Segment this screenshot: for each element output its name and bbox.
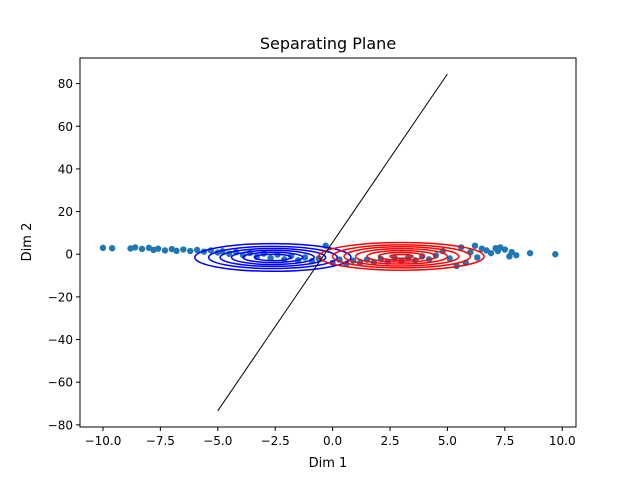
class_a-contour (207, 245, 338, 270)
data-point (161, 247, 169, 254)
chart-title: Separating Plane (260, 34, 396, 53)
class_a-contour (253, 253, 293, 262)
data-point (108, 245, 116, 252)
data-point (552, 251, 559, 258)
data-point (474, 254, 481, 261)
y-axis: −80 −60 −40 −20 0 20 40 60 80 (48, 77, 80, 432)
x-axis-label: Dim 1 (309, 456, 348, 471)
data-point (187, 247, 194, 255)
y-axis-label: Dim 2 (20, 223, 35, 262)
x-tick-label: −2.5 (261, 434, 290, 448)
data-point (131, 244, 139, 251)
data-point (138, 245, 146, 253)
data-point (239, 252, 247, 259)
data-point (154, 245, 162, 252)
data-point (446, 255, 453, 262)
class_b-contour (366, 249, 437, 263)
y-tick-label: 20 (58, 205, 73, 219)
data-point (99, 244, 107, 252)
data-point (301, 254, 309, 261)
class_b-contour (354, 247, 449, 265)
data-point (508, 248, 515, 256)
y-tick-label: −60 (48, 376, 73, 390)
class_a-contour (194, 242, 352, 273)
data-point (471, 242, 479, 249)
y-tick-label: 0 (65, 248, 73, 262)
data-point (180, 246, 187, 253)
data-point (487, 249, 495, 257)
x-tick-label: 7.5 (495, 434, 514, 448)
class_b-contour (377, 251, 426, 261)
class_b-contour (331, 244, 472, 269)
x-tick-label: 2.5 (380, 434, 399, 448)
class_a-contour (242, 251, 304, 264)
x-tick-label: −7.5 (146, 434, 175, 448)
x-tick-label: −5.0 (203, 434, 232, 448)
x-tick-label: 10.0 (549, 434, 576, 448)
x-tick-label: 0.0 (323, 434, 342, 448)
y-tick-label: 80 (58, 77, 73, 91)
y-tick-label: 60 (58, 120, 73, 134)
x-axis: −10.0 −7.5 −5.0 −2.5 0.0 2.5 5.0 7.5 10.0 (85, 427, 576, 448)
y-tick-label: −80 (48, 418, 73, 432)
class_a-contour (219, 247, 327, 268)
plot-frame (79, 57, 577, 428)
data-point (267, 254, 274, 262)
separating-line (217, 73, 448, 412)
data-point (526, 249, 534, 257)
class_a-contour (230, 249, 315, 266)
class_b-contour (318, 241, 485, 271)
class_b-contour (343, 246, 460, 267)
data-point (173, 247, 180, 255)
data-point (501, 246, 509, 253)
x-tick-label: 5.0 (438, 434, 457, 448)
plot-content (99, 73, 559, 412)
x-tick-label: −10.0 (85, 434, 122, 448)
y-tick-label: 40 (58, 162, 73, 176)
y-tick-label: −20 (48, 290, 73, 304)
data-point (193, 246, 201, 254)
data-point (513, 252, 520, 259)
class_b-contour (389, 253, 414, 260)
data-point (483, 247, 490, 254)
y-tick-label: −40 (48, 333, 73, 347)
